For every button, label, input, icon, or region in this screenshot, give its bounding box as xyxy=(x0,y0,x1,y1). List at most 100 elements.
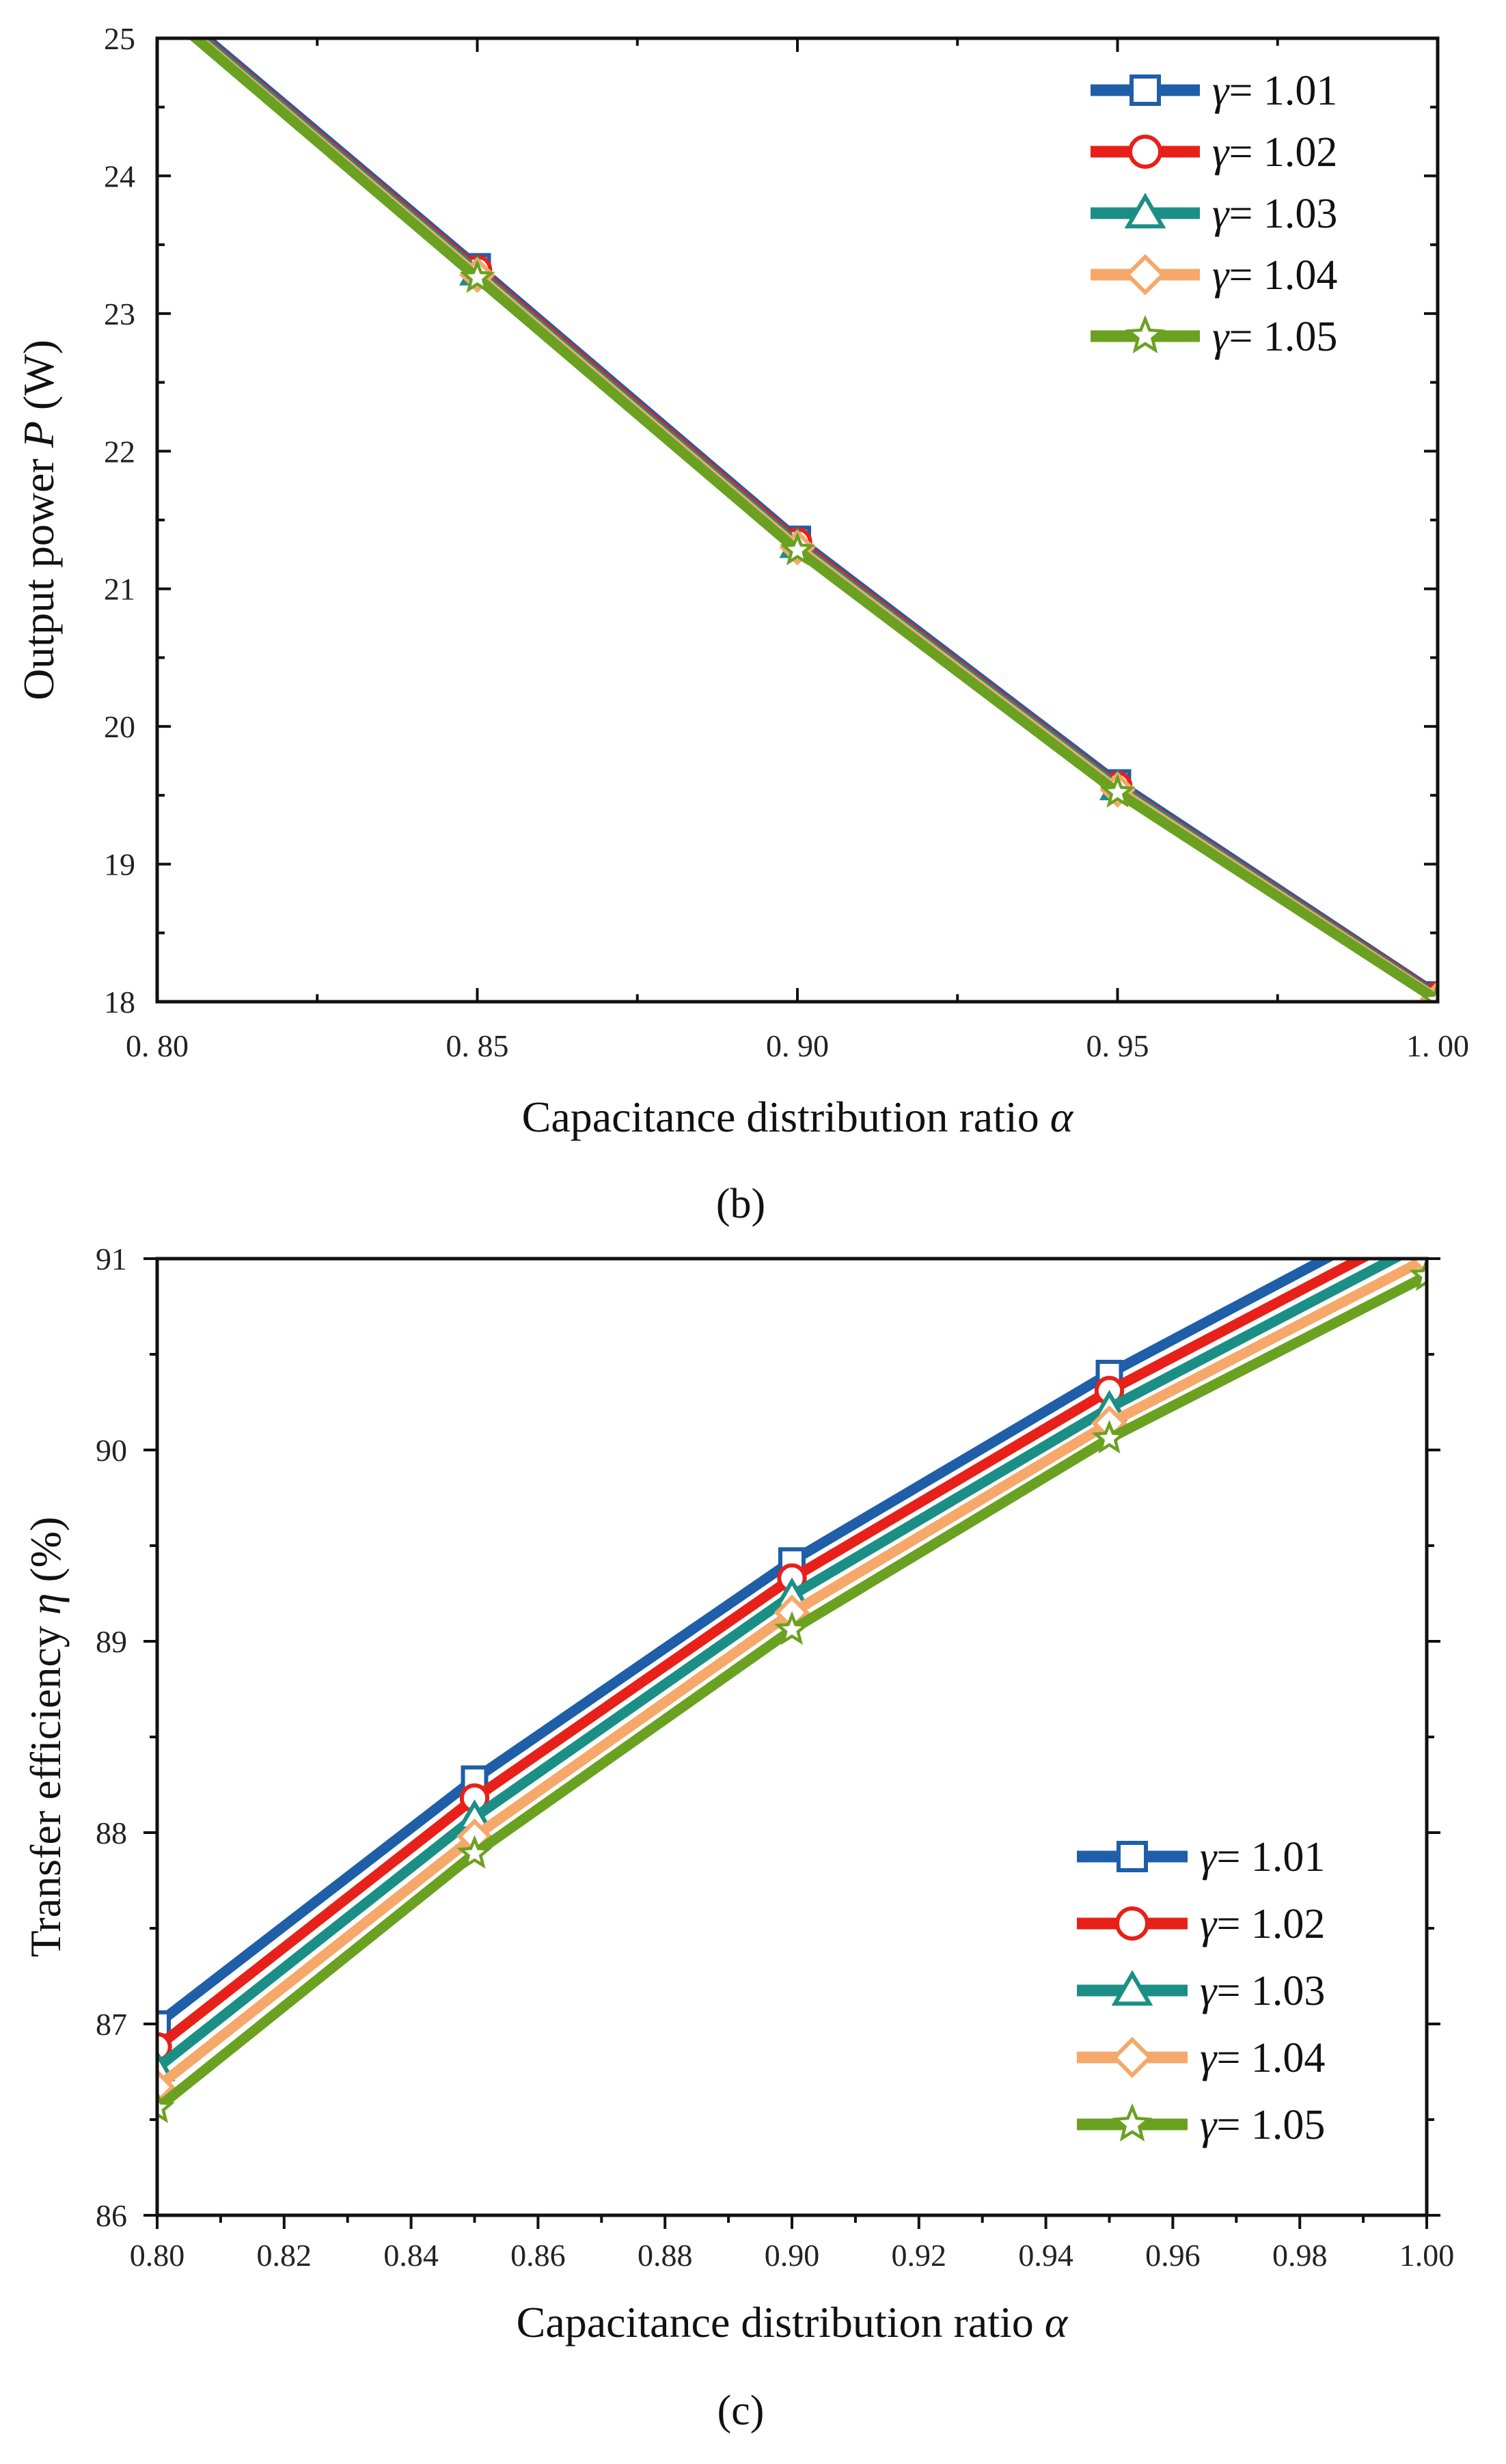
axis-ticks xyxy=(143,1257,1440,2229)
legend-gamma-value: = 1.02 xyxy=(1229,129,1337,176)
x-tick-label: 0.88 xyxy=(638,2238,693,2273)
legend-swatch-marker xyxy=(1124,193,1166,229)
legend-gamma-value: = 1.04 xyxy=(1229,252,1337,299)
data-point xyxy=(459,259,495,293)
x-axis-label-text: Capacitance distribution ratio xyxy=(517,2298,1045,2346)
legend-gamma-value: = 1.01 xyxy=(1229,68,1337,114)
legend-gamma-value: = 1.03 xyxy=(1216,1968,1325,2014)
x-tick-label: 0. 80 xyxy=(126,1028,189,1063)
y-axis-label-symbol: η xyxy=(21,1593,70,1615)
data-point xyxy=(143,0,171,17)
y-tick-label: 18 xyxy=(104,985,135,1019)
legend-gamma-symbol: γ xyxy=(1200,2102,1218,2148)
legend-label: γ= 1.01 xyxy=(1212,68,1337,114)
plot-frame xyxy=(155,1257,1429,2217)
legend-label: γ= 1.02 xyxy=(1200,1901,1325,1947)
legend-gamma-symbol: γ xyxy=(1200,1901,1218,1947)
legend-gamma-value: = 1.04 xyxy=(1216,2035,1325,2081)
data-point xyxy=(143,0,172,12)
x-axis-label: Capacitance distribution ratio α xyxy=(522,1093,1074,1141)
legend-swatch-marker xyxy=(1117,1841,1148,1872)
data-point xyxy=(780,532,815,566)
legend-label: γ= 1.04 xyxy=(1200,2035,1325,2081)
y-axis-label-unit: (%) xyxy=(21,1517,70,1593)
x-tick-label: 1.00 xyxy=(1399,2238,1455,2273)
legend-item: γ= 1.01 xyxy=(1077,1834,1325,1880)
legend-label: γ= 1.03 xyxy=(1212,191,1337,237)
x-tick-label: 0. 95 xyxy=(1086,1028,1149,1063)
plot-frame xyxy=(155,36,1440,1004)
legend-item: γ= 1.03 xyxy=(1091,191,1337,237)
y-tick-label: 24 xyxy=(104,159,135,193)
data-point xyxy=(157,2069,176,2105)
legend-gamma-symbol: γ xyxy=(1200,1834,1218,1880)
tick-labels: 0.80 0.82 0.84 0.86 0.88 0.90 0.92 0.94 0.96 0.98… xyxy=(96,1242,1454,2273)
data-point xyxy=(142,0,172,19)
data-point xyxy=(1412,1227,1442,1252)
legend-item: γ= 1.05 xyxy=(1077,2102,1325,2148)
data-point xyxy=(1099,774,1136,808)
legend-gamma-symbol: γ xyxy=(1200,2035,1218,2081)
panel-label: (b) xyxy=(716,1181,765,1227)
data-point xyxy=(144,0,169,12)
data-point xyxy=(1414,1212,1439,1237)
y-axis-label-unit: (W) xyxy=(14,340,63,421)
series-gamma_1.05 xyxy=(143,0,1438,1002)
x-tick-label: 0. 85 xyxy=(446,1028,509,1063)
y-tick-label: 25 xyxy=(104,21,135,56)
x-tick-label: 0.94 xyxy=(1018,2238,1073,2273)
legend-item: γ= 1.01 xyxy=(1091,68,1337,114)
legend-item: γ= 1.02 xyxy=(1091,129,1337,176)
x-tick-label: 1. 00 xyxy=(1406,1028,1469,1063)
data-point xyxy=(1091,1419,1127,1454)
x-axis-label-symbol: α xyxy=(1050,1093,1074,1141)
legend-item: γ= 1.05 xyxy=(1091,314,1337,360)
series-group xyxy=(157,1194,1442,2124)
legend-swatch-marker xyxy=(1128,135,1162,169)
y-axis-label-text: Transfer efficiency xyxy=(21,1615,70,1957)
y-tick-label: 22 xyxy=(104,434,135,469)
y-axis-label: Transfer efficiency η (%) xyxy=(21,1517,70,1958)
legend-swatch-marker xyxy=(1130,74,1161,106)
legend-item: γ= 1.04 xyxy=(1077,2035,1325,2081)
legend-label: γ= 1.05 xyxy=(1200,2102,1325,2148)
legend-gamma-value: = 1.02 xyxy=(1216,1901,1325,1947)
data-point xyxy=(1409,1259,1427,1291)
legend-label: γ= 1.02 xyxy=(1212,129,1337,176)
series-group xyxy=(142,0,1438,1002)
data-point xyxy=(456,1835,493,1869)
legend-item: γ= 1.02 xyxy=(1077,1901,1325,1947)
x-axis-label-symbol: α xyxy=(1045,2298,1069,2346)
legend-label: γ= 1.05 xyxy=(1212,314,1337,360)
legend-gamma-symbol: γ xyxy=(1212,252,1230,299)
x-axis-label-text: Capacitance distribution ratio xyxy=(522,1093,1050,1141)
legend-swatch-marker xyxy=(1111,1970,1153,2006)
legend-gamma-value: = 1.03 xyxy=(1229,191,1337,237)
legend-swatch-marker xyxy=(1112,2103,1153,2142)
y-tick-label: 90 xyxy=(96,1433,127,1468)
legend: γ= 1.01γ= 1.02γ= 1.03γ= 1.04γ= 1.05 xyxy=(1091,68,1337,360)
legend-gamma-value: = 1.05 xyxy=(1229,314,1337,360)
data-point xyxy=(1415,1194,1438,1217)
data-point xyxy=(1420,981,1438,1002)
x-axis-label: Capacitance distribution ratio α xyxy=(517,2298,1069,2346)
series-line xyxy=(157,1259,1427,2092)
series-gamma_1.05 xyxy=(157,1259,1427,2124)
axis-ticks xyxy=(156,37,1439,1003)
legend-gamma-symbol: γ xyxy=(1212,191,1230,237)
legend: γ= 1.01γ= 1.02γ= 1.03γ= 1.04γ= 1.05 xyxy=(1077,1834,1325,2148)
legend-swatch-marker xyxy=(1115,1906,1149,1941)
x-tick-label: 0.84 xyxy=(383,2238,439,2273)
x-tick-label: 0.82 xyxy=(257,2238,312,2273)
x-tick-label: 0.90 xyxy=(765,2238,820,2273)
y-tick-label: 23 xyxy=(104,297,135,331)
x-tick-label: 0.80 xyxy=(130,2238,185,2273)
chart-panel-c: 0.80 0.82 0.84 0.86 0.88 0.90 0.92 0.94 0.96 0.98… xyxy=(21,1194,1454,2434)
tick-labels: 0. 80 0. 85 0. 90 0. 95 1. 00 18 19 20 21 22 23 24 2… xyxy=(104,21,1469,1063)
x-tick-label: 0. 90 xyxy=(766,1028,829,1063)
chart-panel-b: 0. 80 0. 85 0. 90 0. 95 1. 00 18 19 20 21 22 23 24 2… xyxy=(14,0,1469,1227)
legend-swatch-marker xyxy=(1111,2036,1153,2079)
legend-item: γ= 1.03 xyxy=(1077,1968,1325,2014)
legend-gamma-symbol: γ xyxy=(1200,1968,1218,2014)
